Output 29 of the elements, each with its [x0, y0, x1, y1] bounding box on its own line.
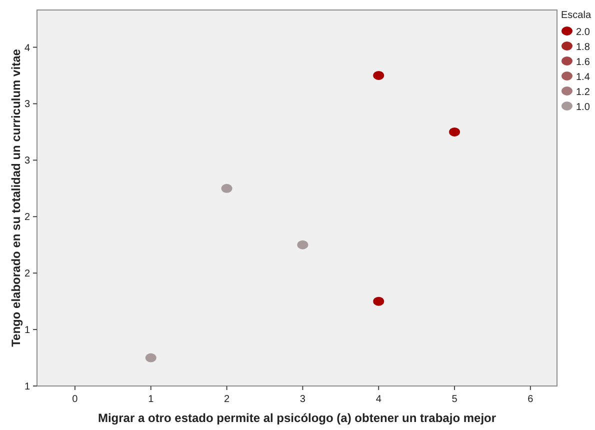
- legend-label: 1.2: [576, 87, 590, 98]
- legend-label: 2.0: [576, 27, 590, 38]
- y-tick-label: 2: [24, 268, 30, 280]
- y-tick-label: 3: [24, 99, 30, 110]
- x-tick-label: 0: [72, 394, 78, 405]
- legend-label: 1.8: [576, 42, 590, 53]
- y-tick-label: 1: [24, 382, 30, 392]
- point: [297, 240, 308, 250]
- y-tick-label: 2: [24, 212, 30, 224]
- legend-label: 1.6: [576, 57, 590, 68]
- legend-label: 1.4: [576, 72, 590, 83]
- legend-label: 1.0: [576, 102, 590, 113]
- x-tick-label: 6: [528, 394, 534, 405]
- x-tick-label: 5: [452, 394, 458, 405]
- x-axis-title: Migrar a otro estado permite al psicólogo (a) obtener un trabajo mejor: [98, 411, 496, 425]
- x-tick-label: 3: [300, 394, 306, 405]
- y-tick-label: 1: [24, 325, 30, 336]
- point: [221, 184, 232, 193]
- y-tick-label: 4: [24, 42, 30, 54]
- point: [373, 70, 384, 80]
- point: [145, 353, 156, 362]
- y-tick-label: 3: [24, 156, 30, 167]
- x-tick-label: 4: [376, 394, 382, 405]
- legend-title: Escala: [561, 10, 592, 21]
- x-tick-label: 1: [148, 394, 154, 405]
- point: [373, 296, 384, 306]
- x-tick-label: 2: [224, 394, 230, 405]
- point: [449, 127, 460, 136]
- y-axis-title: Tengo elaborado en su totalidad un curriculum vitae: [9, 48, 23, 347]
